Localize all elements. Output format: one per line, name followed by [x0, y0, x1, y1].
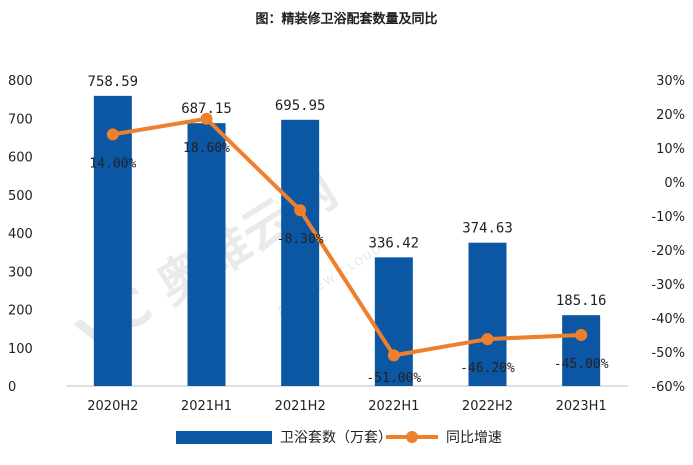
- x-tick-label: 2023H1: [556, 399, 607, 414]
- y-right-tick-label: -50%: [651, 346, 685, 361]
- y-right-tick-label: 0%: [664, 176, 685, 191]
- line-point: [294, 204, 307, 217]
- legend-bar-label: 卫浴套数（万套）: [280, 430, 392, 446]
- bar-value-label: 185.16: [556, 293, 607, 309]
- line-point: [106, 128, 119, 141]
- bar-value-label: 695.95: [275, 98, 326, 114]
- y-left-tick-label: 700: [8, 112, 33, 127]
- y-right-tick-label: -60%: [651, 380, 685, 395]
- bar: [562, 315, 601, 386]
- y-right-tick-label: -20%: [651, 244, 685, 259]
- y-right-tick-label: -40%: [651, 312, 685, 327]
- x-tick-label: 2021H2: [275, 399, 326, 414]
- y-left-tick-label: 500: [8, 189, 33, 204]
- line-path: [110, 116, 584, 358]
- bar-series: [93, 95, 601, 386]
- y-right-tick-label: 30%: [656, 74, 685, 89]
- legend-line-marker: [406, 431, 418, 443]
- line-value-label: -51.00%: [366, 371, 421, 386]
- y-left-tick-label: 0: [8, 380, 16, 395]
- bar: [374, 257, 413, 386]
- legend-line-label: 同比增速: [446, 430, 502, 446]
- x-tick-label: 2022H1: [368, 399, 419, 414]
- y-left-tick-label: 800: [8, 74, 33, 89]
- bar: [281, 119, 320, 386]
- line-value-label: -45.00%: [554, 357, 609, 372]
- legend: 卫浴套数（万套） 同比增速: [176, 430, 502, 446]
- legend-bar-swatch: [176, 431, 272, 444]
- bar-value-label: 687.15: [181, 101, 232, 117]
- line-value-label: 18.60%: [183, 141, 230, 156]
- y-left-tick-label: 200: [8, 304, 33, 319]
- x-tick-label: 2022H2: [462, 399, 513, 414]
- x-tick-label: 2020H2: [87, 399, 138, 414]
- x-tick-label: 2021H1: [181, 399, 232, 414]
- line-series: [106, 112, 588, 362]
- line-point: [481, 333, 494, 346]
- axes: 0 100 200 300 400 500 600 700 800 -60% -50% -40% -30…: [8, 74, 685, 414]
- line-point: [575, 329, 588, 341]
- y-left-tick-label: 400: [8, 227, 33, 242]
- line-value-label: -8.30%: [277, 232, 324, 247]
- bar-value-label: 374.63: [462, 221, 513, 237]
- bar: [468, 242, 507, 386]
- line-point: [387, 349, 400, 362]
- bar-value-label: 758.59: [88, 74, 139, 90]
- y-left-tick-label: 600: [8, 151, 33, 166]
- line-value-label: -46.20%: [460, 361, 515, 376]
- line-value-label: 14.00%: [89, 156, 136, 171]
- bar: [187, 123, 226, 386]
- y-right-tick-label: 20%: [656, 108, 685, 123]
- chart-title: 图：精装修卫浴配套数量及同比: [255, 12, 438, 27]
- data-labels: 758.59 687.15 695.95 336.42 374.63 185.16 14.0…: [88, 74, 609, 386]
- y-right-tick-label: -10%: [651, 210, 685, 225]
- y-right-tick-label: 10%: [656, 142, 685, 157]
- line-point: [200, 112, 213, 125]
- y-left-tick-label: 100: [8, 342, 33, 357]
- y-left-tick-label: 300: [8, 265, 33, 280]
- bar: [93, 95, 132, 386]
- y-right-tick-label: -30%: [651, 278, 685, 293]
- bar-value-label: 336.42: [369, 235, 420, 251]
